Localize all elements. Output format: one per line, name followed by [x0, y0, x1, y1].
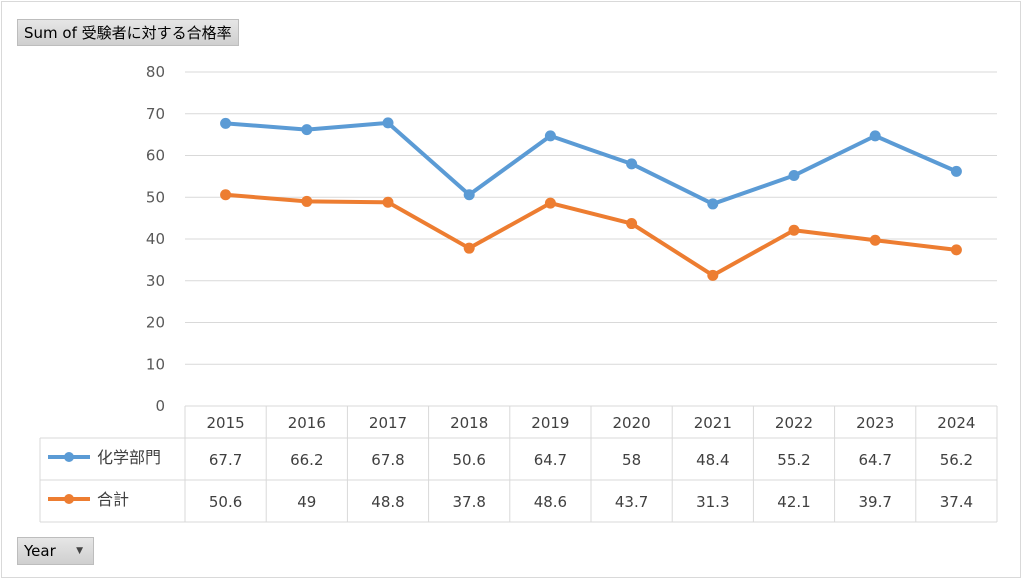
- data-label: 42.1: [777, 493, 810, 511]
- y-tick-label: 30: [146, 272, 165, 290]
- data-label: 56.2: [940, 451, 973, 469]
- data-point: [626, 158, 638, 170]
- series-lines: [220, 117, 962, 281]
- data-point: [788, 170, 800, 182]
- year-field-label: Year: [24, 542, 56, 560]
- data-label: 58: [622, 451, 641, 469]
- chevron-down-icon: ▼: [76, 546, 83, 556]
- x-tick-label: 2023: [856, 414, 894, 432]
- data-label: 43.7: [615, 493, 648, 511]
- data-label: 31.3: [696, 493, 729, 511]
- x-tick-label: 2015: [207, 414, 245, 432]
- data-label: 64.7: [534, 451, 567, 469]
- data-point: [301, 124, 313, 136]
- x-tick-label: 2017: [369, 414, 407, 432]
- y-tick-label: 0: [155, 397, 165, 415]
- data-label: 50.6: [452, 451, 485, 469]
- data-point: [220, 189, 232, 201]
- data-label: 39.7: [858, 493, 891, 511]
- legend-key-marker: [64, 452, 74, 462]
- x-tick-label: 2018: [450, 414, 488, 432]
- data-point: [950, 244, 962, 256]
- data-label: 49: [297, 493, 316, 511]
- x-tick-label: 2024: [937, 414, 975, 432]
- data-point: [463, 242, 475, 254]
- data-point: [788, 224, 800, 236]
- x-tick-label: 2016: [288, 414, 326, 432]
- series-line: [223, 192, 959, 278]
- legend-entry: 合計: [97, 490, 129, 509]
- y-tick-label: 80: [146, 63, 165, 81]
- gridlines: [185, 71, 997, 365]
- legend-entry: 化学部門: [97, 448, 161, 467]
- data-point: [382, 117, 394, 129]
- data-label: 66.2: [290, 451, 323, 469]
- y-axis-ticks: 0 10 20 30 40 50 60 70 80: [146, 63, 165, 415]
- data-label: 48.6: [534, 493, 567, 511]
- data-point: [869, 234, 881, 246]
- data-label: 64.7: [858, 451, 891, 469]
- data-point: [463, 189, 475, 201]
- data-label: 37.8: [452, 493, 485, 511]
- data-point: [220, 117, 232, 129]
- data-point: [626, 218, 638, 230]
- data-point: [301, 195, 313, 207]
- data-point: [382, 196, 394, 208]
- year-field-button[interactable]: Year ▼: [17, 537, 94, 565]
- data-point: [707, 269, 719, 281]
- data-point: [707, 198, 719, 210]
- data-label: 48.4: [696, 451, 729, 469]
- data-label: 50.6: [209, 493, 242, 511]
- x-tick-label: 2021: [694, 414, 732, 432]
- y-tick-label: 60: [146, 147, 165, 165]
- data-label: 67.8: [371, 451, 404, 469]
- data-table: 2015 2016 2017 2018 2019 2020 2021 2022 2023 2024…: [39, 405, 998, 523]
- data-point: [869, 130, 881, 142]
- data-label: 67.7: [209, 451, 242, 469]
- data-point: [544, 197, 556, 209]
- x-tick-label: 2020: [613, 414, 651, 432]
- x-tick-label: 2022: [775, 414, 813, 432]
- y-tick-label: 10: [146, 355, 165, 373]
- data-label: 37.4: [940, 493, 973, 511]
- value-field-label: Sum of 受験者に対する合格率: [24, 24, 232, 42]
- y-tick-label: 50: [146, 188, 165, 206]
- value-field-button[interactable]: Sum of 受験者に対する合格率: [17, 19, 239, 46]
- y-tick-label: 40: [146, 230, 165, 248]
- x-tick-label: 2019: [531, 414, 569, 432]
- y-tick-label: 20: [146, 314, 165, 332]
- data-point: [544, 130, 556, 142]
- data-label: 55.2: [777, 451, 810, 469]
- data-label: 48.8: [371, 493, 404, 511]
- legend-key-marker: [64, 494, 74, 504]
- y-tick-label: 70: [146, 105, 165, 123]
- series-line: [223, 120, 959, 206]
- data-point: [950, 165, 962, 177]
